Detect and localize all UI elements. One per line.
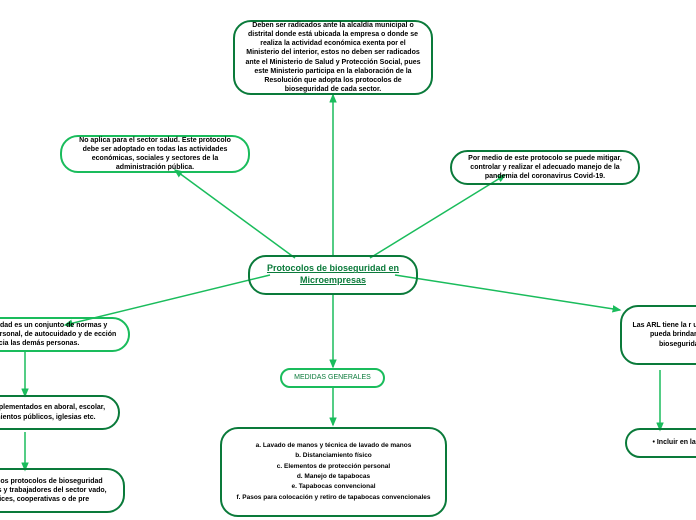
center-node: Protocolos de bioseguridad en Microempre… <box>248 255 418 295</box>
medidas-item: b. Distanciamiento físico <box>232 452 435 460</box>
right-lower-node: • Incluir en la valoración de r <box>625 428 696 458</box>
top-left-text: No aplica para el sector salud. Este pro… <box>72 136 238 172</box>
medidas-list: a. Lavado de manos y técnica de lavado d… <box>232 440 435 505</box>
medidas-item: e. Tapabocas convencional <box>232 483 435 491</box>
medidas-title: MEDIDAS GENERALES <box>294 373 371 382</box>
center-title-1: Protocolos de bioseguridad en <box>267 263 399 275</box>
medidas-item: a. Lavado de manos y técnica de lavado d… <box>232 442 435 450</box>
top-node-text: Deben ser radicados ante la alcaldía mun… <box>245 21 421 94</box>
right-mid-node: Las ARL tiene la r un equipo técnico que… <box>620 305 696 365</box>
top-node: Deben ser radicados ante la alcaldía mun… <box>233 20 433 95</box>
left-lower-text: Deben ser implementados en aboral, escol… <box>0 403 108 421</box>
left-lower-node: Deben ser implementados en aboral, escol… <box>0 395 120 430</box>
left-mid-node: e bioseguridad es un conjunto de normas … <box>0 317 130 352</box>
medidas-item: d. Manejo de tapabocas <box>232 473 435 481</box>
top-right-node: Por medio de este protocolo se puede mit… <box>450 150 640 185</box>
medidas-item: c. Elementos de protección personal <box>232 463 435 471</box>
right-mid-text: Las ARL tiene la r un equipo técnico que… <box>632 321 696 348</box>
center-title-2: Microempresas <box>267 275 399 287</box>
medidas-title-node: MEDIDAS GENERALES <box>280 368 385 388</box>
right-lower-text: • Incluir en la valoración de r <box>652 438 696 447</box>
top-left-node: No aplica para el sector salud. Este pro… <box>60 135 250 173</box>
left-bottom-text: icación de los protocolos de biosegurida… <box>0 477 113 504</box>
top-right-text: Por medio de este protocolo se puede mit… <box>462 154 628 181</box>
medidas-item: f. Pasos para colocación y retiro de tap… <box>232 494 435 502</box>
left-bottom-node: icación de los protocolos de biosegurida… <box>0 468 125 513</box>
left-mid-text: e bioseguridad es un conjunto de normas … <box>0 321 118 348</box>
medidas-list-node: a. Lavado de manos y técnica de lavado d… <box>220 427 447 517</box>
